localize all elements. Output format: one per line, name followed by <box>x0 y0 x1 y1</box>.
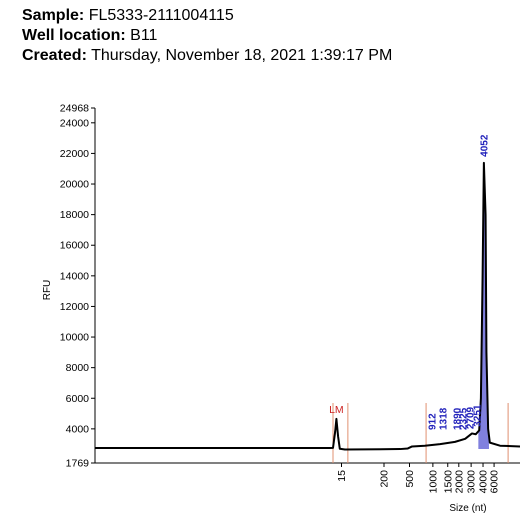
x-axis-label: Size (nt) <box>449 503 486 514</box>
x-tick-label: 2000 <box>453 470 465 494</box>
well-row: Well location: B11 <box>22 26 392 46</box>
sample-row: Sample: FL5333-2111004115 <box>22 6 392 26</box>
key: Sample: <box>22 7 85 24</box>
key: Well location: <box>22 27 126 44</box>
key: Created: <box>22 47 87 64</box>
trace <box>95 161 520 451</box>
value: B11 <box>130 27 158 44</box>
peak-label: 4052 <box>479 134 490 157</box>
marker-label: LM <box>329 404 344 416</box>
x-tick-label: 1500 <box>442 470 454 494</box>
value: Thursday, November 18, 2021 1:39:17 PM <box>91 47 393 64</box>
y-tick-label: 18000 <box>60 209 89 221</box>
y-axis-label: RFU <box>42 280 53 301</box>
peak-label: 2325 <box>459 407 470 430</box>
x-tick-label: 200 <box>379 470 391 488</box>
y-tick-label: 10000 <box>60 332 89 344</box>
y-tick-label: 4000 <box>66 423 90 435</box>
peak-label: 1890 <box>453 407 464 430</box>
y-tick-label: 22000 <box>60 148 89 160</box>
y-tick-label: 6000 <box>66 393 90 405</box>
peak-label: 1318 <box>439 407 450 430</box>
value: FL5333-2111004115 <box>88 7 234 24</box>
y-tick-label: 12000 <box>60 301 89 313</box>
peak-label: 912 <box>428 413 439 430</box>
y-tick-label: 1769 <box>66 458 90 470</box>
y-tick-label: 8000 <box>66 362 90 374</box>
peak-label: 2709 <box>465 406 476 429</box>
x-tick-label: 6000 <box>489 470 501 494</box>
y-tick-label: 20000 <box>60 179 89 191</box>
y-tick-label: 16000 <box>60 240 89 252</box>
x-tick-label: 500 <box>404 470 416 488</box>
x-tick-label: 4000 <box>478 470 490 494</box>
created-row: Created: Thursday, November 18, 2021 1:3… <box>22 46 392 66</box>
y-tick-label: 14000 <box>60 270 89 282</box>
header: Sample: FL5333-2111004115 Well location:… <box>22 6 392 66</box>
x-tick-label: 1000 <box>427 470 439 494</box>
y-tick-label: 24968 <box>60 103 89 115</box>
y-tick-label: 24000 <box>60 117 89 129</box>
x-tick-label: 15 <box>336 470 348 482</box>
x-tick-label: 3000 <box>466 470 478 494</box>
peak-label: 3251 <box>473 404 484 427</box>
